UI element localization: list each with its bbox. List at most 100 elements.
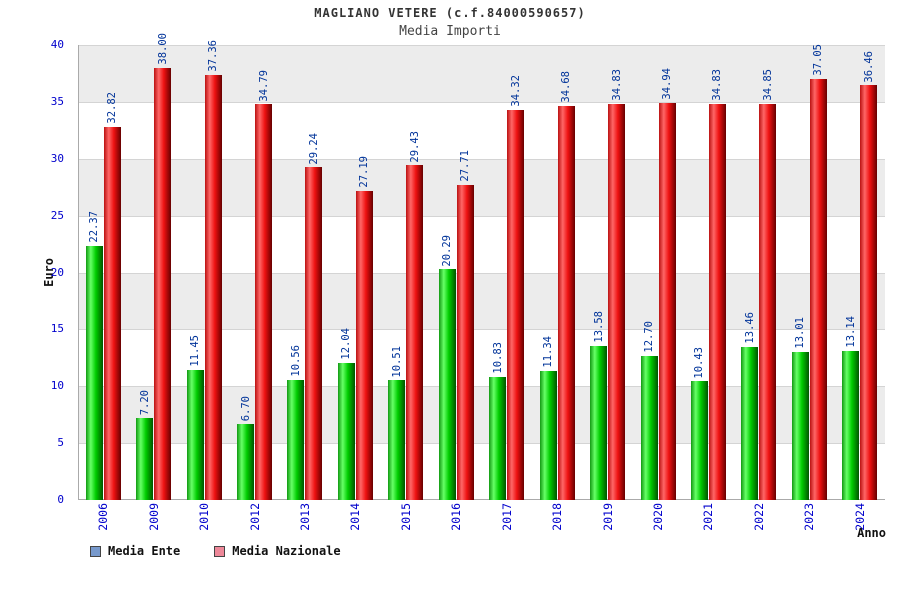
bar-value-label: 36.46 <box>862 50 875 83</box>
bar-value-label: 6.70 <box>239 395 252 421</box>
legend-swatch <box>90 545 101 557</box>
bar-media-ente <box>590 345 608 500</box>
bar-media-nazionale <box>204 75 222 500</box>
gridline <box>78 215 885 217</box>
x-tick-label: 2018 <box>550 503 565 531</box>
legend-swatch <box>214 545 226 557</box>
bar-media-ente <box>842 350 860 500</box>
bar-media-ente <box>186 369 204 500</box>
legend-item: Media Ente <box>90 544 180 558</box>
bar-value-label: 12.70 <box>643 320 656 353</box>
gridline <box>78 158 885 160</box>
bar-media-ente <box>337 363 355 500</box>
bar-value-label: 38.00 <box>156 33 169 65</box>
gridline <box>78 386 885 388</box>
gridline <box>78 101 885 103</box>
bar-media-ente <box>388 380 406 500</box>
bar-media-ente <box>438 269 456 500</box>
x-tick-label: 2015 <box>398 503 413 531</box>
bar-media-nazionale <box>809 78 827 500</box>
x-tick-label: 2009 <box>146 503 161 531</box>
bar-media-nazionale <box>759 103 777 500</box>
y-tick-label: 5 <box>57 436 64 450</box>
x-tick-label: 2006 <box>96 503 111 531</box>
bar-value-label: 13.01 <box>794 317 807 350</box>
bar-value-label: 10.56 <box>289 345 302 377</box>
x-tick-label: 2012 <box>247 503 262 531</box>
gridline <box>78 45 885 46</box>
bar-media-nazionale <box>103 126 121 500</box>
bar-media-ente <box>237 423 255 500</box>
bar-media-nazionale <box>507 109 525 500</box>
y-axis-line <box>78 45 79 500</box>
legend-label: Media Nazionale <box>232 544 341 558</box>
bar-media-nazionale <box>557 105 575 500</box>
bar-value-label: 10.43 <box>693 346 706 379</box>
bar-value-label: 34.79 <box>257 69 270 102</box>
y-tick-label: 20 <box>50 265 64 279</box>
bar-media-ente <box>791 352 809 500</box>
x-tick-label: 2010 <box>197 503 212 531</box>
bar-value-label: 22.37 <box>88 210 101 243</box>
bar-value-label: 12.04 <box>340 328 353 361</box>
bar-media-nazionale <box>154 67 172 500</box>
chart-title: MAGLIANO VETERE (c.f.84000590657) <box>314 6 586 20</box>
bar-value-label: 34.85 <box>761 68 774 101</box>
x-tick-label: 2023 <box>802 503 817 531</box>
x-tick-label: 2017 <box>499 503 514 531</box>
bar-media-ente <box>741 346 759 500</box>
bar-value-label: 13.46 <box>743 312 756 344</box>
bar-media-ente <box>640 355 658 500</box>
x-tick-label: 2013 <box>297 503 312 531</box>
bar-media-nazionale <box>860 85 878 500</box>
bar-value-label: 11.45 <box>189 335 202 367</box>
y-tick-label: 35 <box>50 94 64 108</box>
bar-value-label: 11.34 <box>542 336 555 369</box>
bar-media-nazionale <box>355 190 373 500</box>
bar-value-label: 7.20 <box>138 389 151 416</box>
gridline <box>78 443 885 445</box>
y-axis: 0 5 10 15 20 25 30 35 40 <box>0 38 70 506</box>
x-tick-label: 2020 <box>651 503 666 531</box>
legend-item: Media Nazionale <box>214 544 341 558</box>
bar-value-label: 10.83 <box>491 342 504 374</box>
bar-value-label: 27.71 <box>459 150 472 182</box>
bar-value-label: 34.32 <box>509 75 522 107</box>
x-tick-label: 2014 <box>348 503 363 531</box>
y-tick-label: 10 <box>50 379 64 393</box>
gridline <box>78 272 885 274</box>
y-tick-label: 15 <box>50 322 64 336</box>
legend: Media Ente Media Nazionale <box>90 544 341 558</box>
bar-value-label: 13.14 <box>844 315 857 348</box>
y-tick-label: 30 <box>50 151 64 165</box>
x-axis-title: Anno <box>857 526 886 540</box>
bar-value-label: 32.82 <box>106 92 119 124</box>
bar-media-nazionale <box>608 103 626 500</box>
bar-value-label: 29.43 <box>408 130 421 163</box>
bar-value-label: 34.68 <box>560 70 573 103</box>
bar-value-label: 37.36 <box>207 40 220 73</box>
bar-value-label: 37.05 <box>812 43 825 76</box>
bar-media-nazionale <box>406 165 424 500</box>
bar-media-ente <box>539 371 557 500</box>
y-tick-label: 0 <box>57 493 64 506</box>
bar-value-label: 20.29 <box>441 234 454 267</box>
x-tick-label: 2016 <box>449 503 464 531</box>
chart-subtitle: Media Importi <box>399 24 501 39</box>
x-tick-label: 2021 <box>701 503 716 531</box>
bar-media-nazionale <box>255 104 273 500</box>
x-axis-line <box>78 499 885 500</box>
plot-area: 22.37 32.82 7.20 38.00 11.45 37.36 6.70 34.79 10… <box>78 33 885 500</box>
bar-value-label: 29.24 <box>307 132 320 165</box>
x-tick-label: 2022 <box>751 503 766 531</box>
bar-media-nazionale <box>305 167 323 500</box>
x-tick-label: 2019 <box>600 503 615 531</box>
bar-value-label: 27.19 <box>358 156 371 188</box>
y-tick-label: 25 <box>50 208 64 222</box>
bar-media-nazionale <box>658 102 676 500</box>
x-axis: 2006 2009 2010 2012 2013 2014 2015 2016 2017 2018… <box>78 503 885 547</box>
bar-media-ente <box>489 376 507 500</box>
bar-value-label: 34.94 <box>661 67 674 100</box>
bar-value-label: 13.58 <box>592 310 605 343</box>
